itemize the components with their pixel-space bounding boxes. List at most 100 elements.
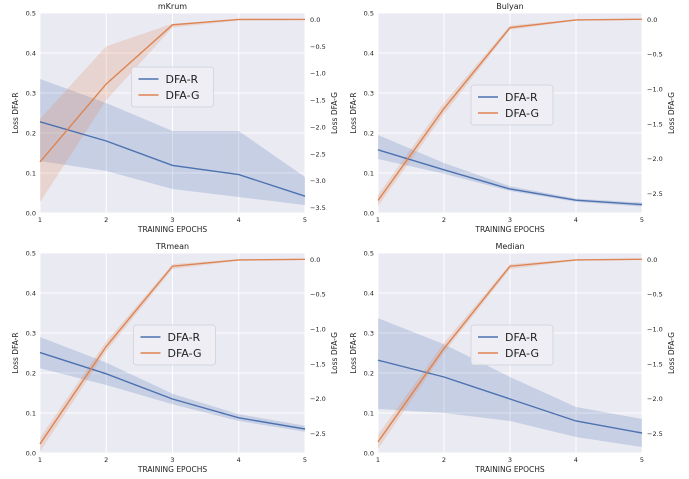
y-left-tick-label: 0.0	[364, 210, 374, 218]
x-axis-label: TRAINING EPOCHS	[137, 465, 208, 474]
y-left-tick-label: 0.4	[364, 290, 374, 298]
y-left-tick-label: 0.5	[26, 250, 36, 258]
y-right-tick-label: 0.0	[310, 16, 320, 24]
confidence-band-dfa-g	[40, 19, 305, 203]
confidence-band-dfa-r	[40, 79, 305, 205]
y-right-tick-label: −2.0	[647, 155, 663, 163]
y-right-tick-label: −0.5	[310, 291, 326, 299]
y-left-tick-label: 0.3	[26, 330, 36, 338]
x-tick-label: 4	[237, 456, 241, 464]
x-tick-label: 4	[574, 456, 578, 464]
y-left-tick-label: 0.2	[26, 370, 36, 378]
x-tick-label: 5	[303, 216, 307, 224]
y-right-tick-label: −1.5	[310, 360, 326, 368]
chart-panel: Median 1 2 3 4 5 TRAINING EPOCHS 0.0 0.1 0.2 0.3 0.…	[349, 242, 676, 474]
y-left-axis-label: Loss DFA-R	[349, 92, 358, 133]
legend: DFA-R DFA-G	[470, 324, 554, 366]
x-tick-label: 5	[640, 456, 644, 464]
y-left-tick-label: 0.2	[26, 130, 36, 138]
x-tick-label: 1	[376, 216, 380, 224]
x-axis-label: TRAINING EPOCHS	[137, 225, 208, 234]
y-right-tick-label: −3.0	[310, 177, 326, 185]
y-left-tick-label: 0.2	[364, 370, 374, 378]
legend: DFA-R DFA-G	[133, 324, 216, 366]
chart-panel: TRmean 1 2 3 4 5 TRAINING EPOCHS 0.0 0.1 0.2 0.3 0.…	[11, 242, 339, 474]
legend-label: DFA-R	[168, 331, 201, 344]
y-right-tick-label: −2.0	[310, 395, 326, 403]
x-tick-label: 4	[574, 216, 578, 224]
y-left-tick-label: 0.4	[26, 50, 36, 58]
confidence-band-dfa-r	[40, 337, 305, 432]
legend-box	[470, 324, 554, 366]
x-tick-label: 2	[442, 216, 446, 224]
y-right-tick-label: −1.0	[310, 70, 326, 78]
x-tick-label: 1	[376, 456, 380, 464]
y-left-tick-label: 0.5	[26, 10, 36, 18]
chart-title: Median	[495, 242, 524, 251]
y-right-tick-label: −1.5	[647, 360, 663, 368]
y-right-tick-label: −2.5	[647, 190, 663, 198]
legend-label: DFA-R	[166, 73, 199, 86]
x-axis-label: TRAINING EPOCHS	[474, 225, 545, 234]
x-tick-label: 1	[38, 216, 42, 224]
y-right-tick-label: −2.5	[310, 150, 326, 158]
confidence-band-dfa-r	[378, 135, 642, 207]
y-right-tick-label: −1.5	[647, 120, 663, 128]
x-tick-label: 2	[104, 216, 108, 224]
x-tick-label: 2	[442, 456, 446, 464]
y-left-tick-label: 0.2	[364, 130, 374, 138]
x-tick-label: 3	[508, 216, 512, 224]
y-left-axis-label: Loss DFA-R	[11, 92, 20, 133]
y-right-tick-label: −0.5	[647, 291, 663, 299]
y-right-tick-label: −1.0	[647, 325, 663, 333]
y-left-tick-label: 0.4	[364, 50, 374, 58]
y-left-tick-label: 0.4	[26, 290, 36, 298]
y-right-tick-label: 0.0	[310, 256, 320, 264]
legend-box	[133, 324, 216, 366]
x-tick-label: 3	[508, 456, 512, 464]
y-right-tick-label: −2.5	[647, 430, 663, 438]
y-right-axis-label: Loss DFA-G	[667, 92, 676, 134]
y-right-axis-label: Loss DFA-G	[330, 332, 339, 374]
y-right-tick-label: −0.5	[647, 51, 663, 59]
x-tick-label: 5	[303, 456, 307, 464]
y-left-tick-label: 0.1	[26, 410, 36, 418]
legend-box	[131, 66, 214, 108]
y-right-tick-label: −3.5	[310, 204, 326, 212]
legend: DFA-R DFA-G	[470, 84, 554, 126]
y-left-tick-label: 0.1	[26, 170, 36, 178]
y-left-tick-label: 0.1	[364, 170, 374, 178]
y-left-axis-label: Loss DFA-R	[11, 332, 20, 373]
chart-title: Bulyan	[496, 2, 524, 11]
y-right-tick-label: 0.0	[647, 16, 657, 24]
legend-label: DFA-G	[505, 347, 539, 360]
y-left-tick-label: 0.0	[364, 450, 374, 458]
y-left-tick-label: 0.0	[26, 450, 36, 458]
x-tick-label: 5	[640, 216, 644, 224]
y-right-tick-label: −1.0	[647, 85, 663, 93]
y-right-tick-label: −2.5	[310, 430, 326, 438]
y-right-tick-label: −0.5	[310, 43, 326, 51]
y-right-tick-label: −2.0	[310, 123, 326, 131]
y-left-tick-label: 0.3	[364, 90, 374, 98]
y-left-tick-label: 0.5	[364, 250, 374, 258]
y-right-tick-label: 0.0	[647, 256, 657, 264]
y-left-tick-label: 0.0	[26, 210, 36, 218]
legend-label: DFA-G	[168, 347, 202, 360]
x-axis-label: TRAINING EPOCHS	[474, 465, 545, 474]
legend-label: DFA-G	[166, 89, 200, 102]
x-tick-label: 1	[38, 456, 42, 464]
legend: DFA-R DFA-G	[131, 66, 214, 108]
y-right-axis-label: Loss DFA-G	[667, 332, 676, 374]
chart-panel: Bulyan 1 2 3 4 5 TRAINING EPOCHS 0.0 0.1 0.2 0.3 0.…	[349, 2, 676, 234]
chart-title: mKrum	[158, 2, 187, 11]
y-left-axis-label: Loss DFA-R	[349, 332, 358, 373]
legend-label: DFA-R	[505, 331, 538, 344]
y-right-axis-label: Loss DFA-G	[330, 92, 339, 134]
x-tick-label: 3	[170, 216, 174, 224]
x-tick-label: 4	[237, 216, 241, 224]
y-right-tick-label: −1.5	[310, 97, 326, 105]
y-right-tick-label: −2.0	[647, 395, 663, 403]
chart-panel: mKrum 1 2 3 4 5 TRAINING EPOCHS 0.0 0.1 0.2 0.3 0.4…	[11, 2, 339, 234]
